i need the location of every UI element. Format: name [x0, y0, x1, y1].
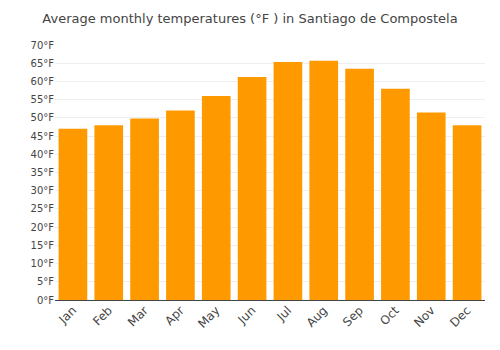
svg-text:15°F: 15°F	[31, 240, 55, 251]
svg-text:Jan: Jan	[56, 303, 80, 327]
svg-text:Aug: Aug	[304, 303, 330, 329]
svg-text:60°F: 60°F	[31, 76, 55, 87]
svg-text:10°F: 10°F	[31, 258, 55, 269]
svg-text:70°F: 70°F	[31, 40, 55, 51]
svg-text:45°F: 45°F	[31, 131, 55, 142]
svg-text:Oct: Oct	[377, 303, 402, 328]
svg-text:65°F: 65°F	[31, 58, 55, 69]
svg-text:Feb: Feb	[90, 303, 115, 328]
svg-text:35°F: 35°F	[31, 167, 55, 178]
svg-text:Sep: Sep	[340, 303, 366, 329]
svg-text:Jul: Jul	[273, 303, 294, 324]
svg-text:25°F: 25°F	[31, 203, 55, 214]
svg-text:40°F: 40°F	[31, 149, 55, 160]
svg-text:Average monthly temperatures (: Average monthly temperatures (°F ) in Sa…	[42, 11, 457, 26]
svg-text:0°F: 0°F	[37, 295, 54, 306]
svg-text:5°F: 5°F	[37, 276, 54, 287]
svg-text:Dec: Dec	[447, 303, 473, 329]
svg-text:20°F: 20°F	[31, 222, 55, 233]
svg-text:30°F: 30°F	[31, 185, 55, 196]
svg-text:Nov: Nov	[411, 303, 437, 329]
svg-text:May: May	[195, 303, 222, 330]
svg-text:55°F: 55°F	[31, 94, 55, 105]
svg-text:Mar: Mar	[125, 303, 151, 329]
svg-text:Apr: Apr	[162, 303, 187, 328]
svg-text:50°F: 50°F	[31, 112, 55, 123]
svg-text:Jun: Jun	[235, 303, 259, 327]
